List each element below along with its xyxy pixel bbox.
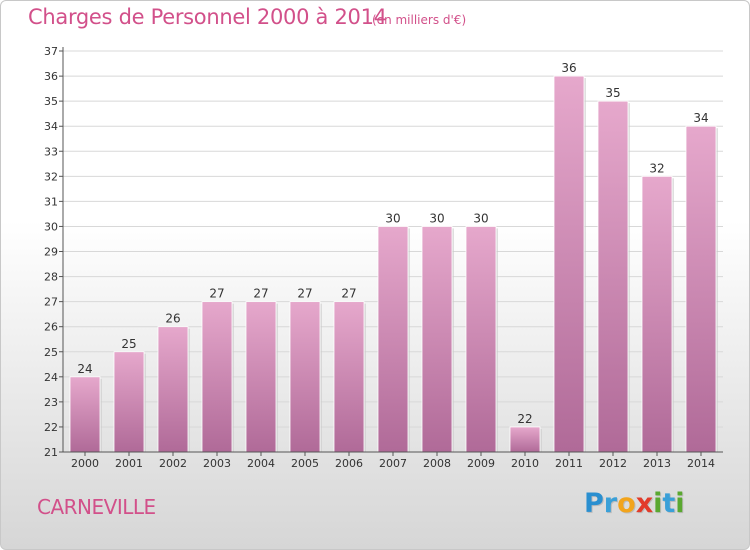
y-tick-label: 25 (44, 346, 58, 359)
y-tick-label: 35 (44, 95, 58, 108)
y-tick-label: 31 (44, 195, 58, 208)
bar (509, 426, 541, 453)
data-label: 34 (693, 111, 708, 125)
bar (377, 226, 409, 453)
x-tick-label: 2008 (423, 457, 451, 470)
x-tick-label: 2006 (335, 457, 363, 470)
bar (465, 226, 497, 453)
y-tick-label: 34 (44, 120, 58, 133)
y-tick-label: 24 (44, 371, 58, 384)
data-label: 27 (341, 287, 356, 301)
bar (553, 75, 585, 453)
x-tick-label: 2002 (159, 457, 187, 470)
bar (597, 100, 629, 453)
data-label: 25 (121, 337, 136, 351)
data-label: 35 (605, 86, 620, 100)
x-tick-label: 2003 (203, 457, 231, 470)
bar (69, 376, 101, 453)
y-tick-label: 26 (44, 321, 58, 334)
bar (113, 351, 145, 453)
y-tick-label: 21 (44, 446, 58, 459)
location-name: CARNEVILLE (37, 495, 156, 519)
x-tick-label: 2004 (247, 457, 275, 470)
y-tick-label: 36 (44, 70, 58, 83)
data-label: 36 (561, 61, 576, 75)
chart-subtitle: (en milliers d'€) (372, 13, 467, 27)
data-label: 26 (165, 312, 180, 326)
bar (245, 301, 277, 453)
data-label: 30 (385, 211, 400, 225)
y-tick-label: 23 (44, 396, 58, 409)
proxiti-logo: Proxiti (584, 488, 685, 519)
y-tick-label: 29 (44, 246, 58, 259)
data-label: 27 (209, 287, 224, 301)
bar (201, 301, 233, 453)
data-label: 24 (77, 362, 92, 376)
data-label: 32 (649, 161, 664, 175)
chart-title: Charges de Personnel 2000 à 2014 (28, 5, 387, 29)
y-tick-label: 30 (44, 220, 58, 233)
x-tick-label: 2010 (511, 457, 539, 470)
bar (333, 301, 365, 453)
x-tick-label: 2007 (379, 457, 407, 470)
y-tick-label: 22 (44, 421, 58, 434)
data-label: 30 (473, 211, 488, 225)
bar (685, 125, 717, 453)
x-tick-label: 2012 (599, 457, 627, 470)
y-tick-label: 27 (44, 296, 58, 309)
y-tick-label: 37 (44, 45, 58, 58)
x-tick-label: 2011 (555, 457, 583, 470)
x-tick-label: 2000 (71, 457, 99, 470)
data-label: 27 (253, 287, 268, 301)
data-label: 30 (429, 211, 444, 225)
data-label: 27 (297, 287, 312, 301)
data-label: 22 (517, 412, 532, 426)
x-tick-label: 2014 (687, 457, 715, 470)
x-tick-label: 2009 (467, 457, 495, 470)
bar (641, 175, 673, 453)
x-tick-label: 2013 (643, 457, 671, 470)
y-tick-label: 32 (44, 170, 58, 183)
bar (289, 301, 321, 453)
x-tick-label: 2005 (291, 457, 319, 470)
y-tick-label: 33 (44, 145, 58, 158)
bar (421, 226, 453, 453)
x-tick-label: 2001 (115, 457, 143, 470)
y-tick-label: 28 (44, 271, 58, 284)
bar (157, 326, 189, 453)
